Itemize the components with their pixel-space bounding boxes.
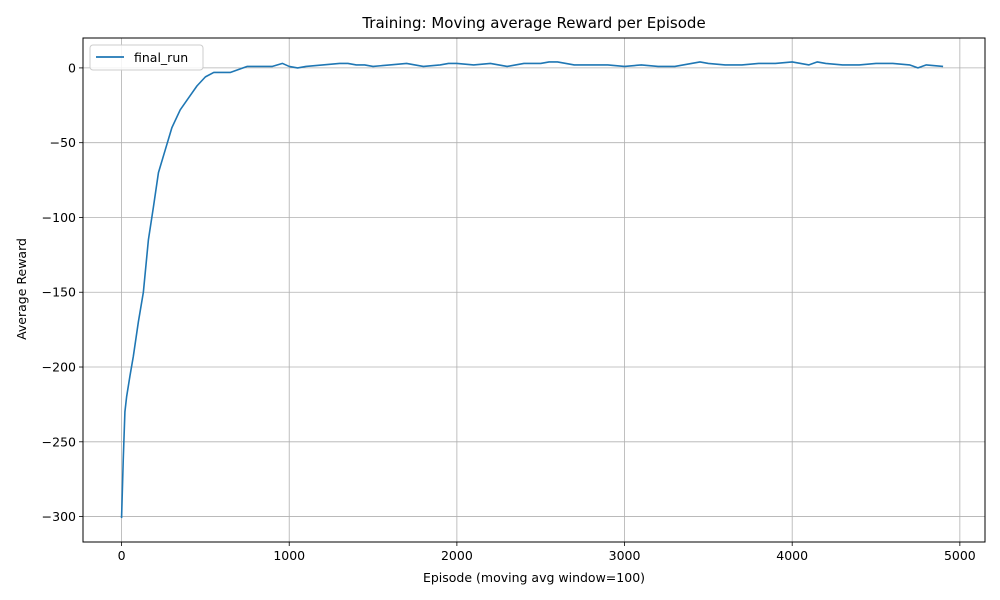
legend: final_run (89, 44, 204, 71)
y-tick-label: −200 (42, 360, 76, 375)
x-tick-label: 1000 (273, 548, 305, 563)
y-tick-label: −300 (42, 509, 76, 524)
y-tick-label: −50 (50, 135, 76, 150)
y-axis-label: Average Reward (14, 238, 29, 340)
y-tick-label: 0 (68, 60, 76, 75)
x-tick-label: 4000 (776, 548, 808, 563)
y-tick-label: −100 (42, 210, 76, 225)
x-tick-label: 0 (118, 548, 126, 563)
y-tick-label: −250 (42, 434, 76, 449)
x-tick-label: 2000 (441, 548, 473, 563)
x-axis-label: Episode (moving avg window=100) (423, 570, 645, 585)
series-line-final_run (120, 61, 944, 519)
y-tick-label: −150 (42, 285, 76, 300)
chart-title: Training: Moving average Reward per Epis… (361, 14, 705, 32)
x-tick-label: 3000 (609, 548, 641, 563)
plot-frame (82, 37, 986, 543)
x-tick-label: 5000 (944, 548, 976, 563)
legend-label: final_run (134, 50, 188, 65)
legend-box (89, 44, 204, 71)
